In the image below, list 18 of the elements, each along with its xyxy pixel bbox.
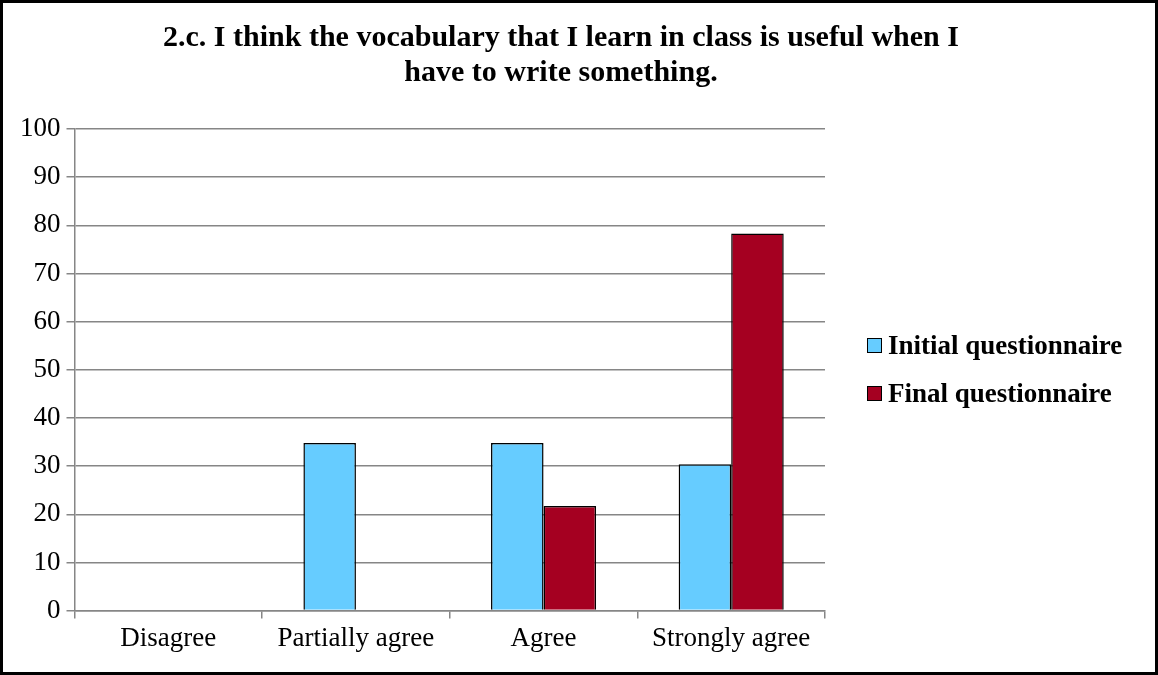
x-tick-label: Partially agree [277, 621, 435, 652]
x-tick-label: Strongly agree [652, 621, 811, 652]
legend-label: Final questionnaire [888, 378, 1112, 410]
y-tick-label: 10 [33, 545, 61, 576]
y-tick-label: 70 [33, 256, 61, 287]
y-tick-label: 50 [33, 352, 61, 383]
legend-label: Initial questionnaire [888, 330, 1123, 362]
y-tick-label: 0 [47, 593, 61, 624]
y-tick-label: 30 [33, 449, 61, 480]
y-tick-label: 90 [33, 160, 61, 191]
y-tick-label: 100 [20, 112, 61, 143]
y-tick-label: 60 [33, 304, 61, 335]
y-tick-label: 20 [33, 497, 61, 528]
x-tick-label: Agree [510, 621, 577, 652]
chart-title: 2.c. I think the vocabulary that I learn in class is useful when I have to write something. [162, 18, 960, 88]
x-tick-label: Disagree [120, 621, 217, 652]
y-tick-label: 80 [33, 208, 61, 239]
y-tick-label: 40 [33, 401, 61, 432]
